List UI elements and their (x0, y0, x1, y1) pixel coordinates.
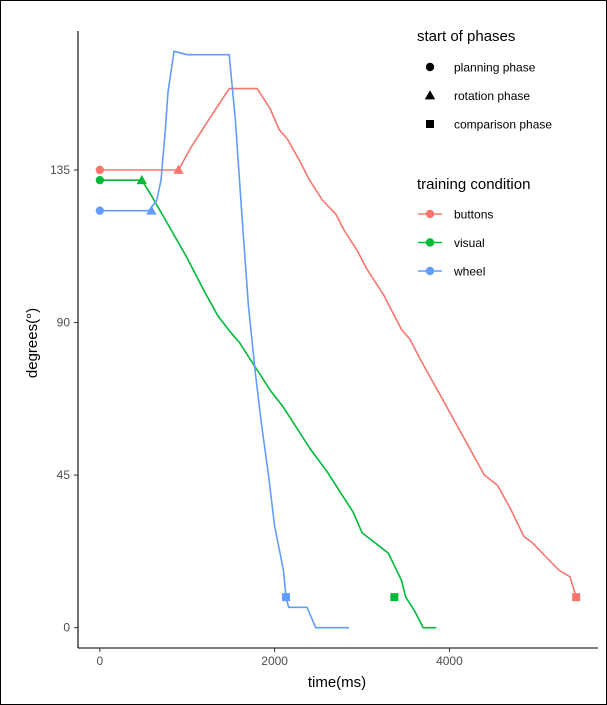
x-tick-label: 2000 (261, 654, 288, 668)
axes-layer: 0 2000 4000 0 45 90 135 (50, 31, 598, 668)
x-tick-label: 4000 (436, 654, 463, 668)
legend-phases-title: start of phases (417, 28, 515, 45)
rotation-marker-visual (136, 174, 147, 185)
legend-condition-label: wheel (453, 265, 485, 279)
legend-point-key-wheel (425, 266, 435, 276)
x-axis-title: time(ms) (308, 674, 366, 691)
legend-phases: planning phase rotation phase comparison p… (424, 61, 552, 132)
rotation-marker-wheel (146, 205, 157, 215)
legend-conditions: buttons visual wheel (418, 208, 493, 279)
legend-square-key (426, 120, 434, 128)
y-axis-title: degrees(°) (24, 308, 41, 378)
rotation-marker-buttons (173, 164, 184, 174)
y-tick-label: 0 (63, 621, 70, 635)
legend-condition-label: buttons (454, 208, 493, 222)
legend-phase-label: planning phase (454, 61, 536, 75)
planning-marker-buttons (95, 165, 105, 175)
legend-triangle-key (424, 90, 436, 100)
planning-marker-wheel (95, 206, 105, 215)
legend-point-key-visual (425, 238, 435, 247)
series-line-buttons (99, 87, 577, 598)
legend: start of phases planning phase rotation p… (417, 28, 552, 279)
legend-phase-label: comparison phase (454, 118, 552, 132)
planning-marker-visual (95, 175, 105, 185)
marker-layer (95, 164, 581, 602)
legend-condition-title: training condition (417, 176, 530, 193)
comparison-marker-visual (390, 593, 399, 602)
x-tick-label: 0 (97, 654, 104, 668)
y-tick-label: 45 (57, 468, 71, 482)
legend-phase-label: rotation phase (454, 89, 530, 103)
comparison-marker-buttons (572, 593, 581, 602)
comparison-marker-wheel (282, 593, 290, 602)
y-tick-label: 90 (57, 316, 71, 330)
series-line-wheel (99, 50, 349, 629)
legend-condition-label: visual (454, 236, 485, 250)
y-tick-label: 135 (50, 163, 70, 177)
series-line-visual (99, 179, 437, 629)
series-layer (99, 50, 577, 629)
legend-point-key-buttons (425, 209, 435, 219)
legend-circle-key (425, 62, 435, 72)
